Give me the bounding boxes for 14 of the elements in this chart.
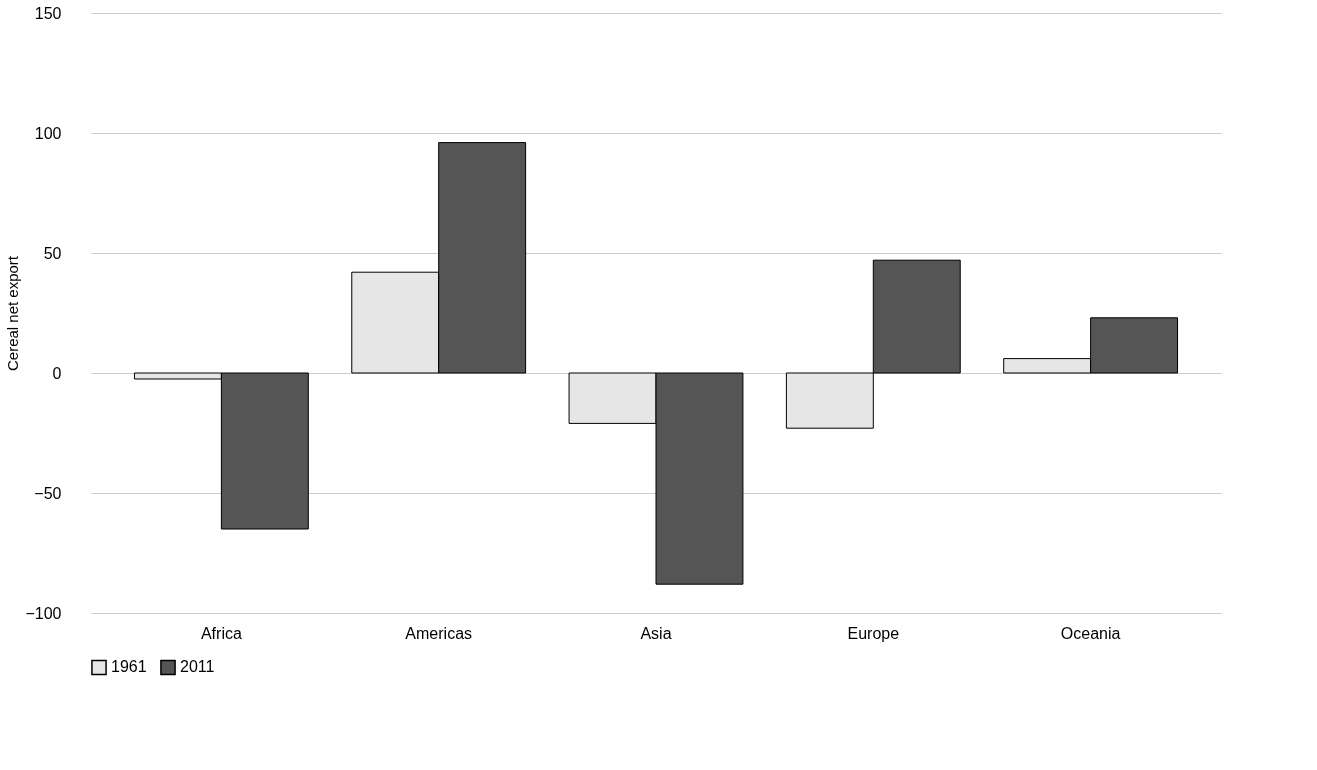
x-tick-label: Asia — [640, 624, 672, 642]
legend-label: 1961 — [111, 658, 147, 676]
x-tick-label: Africa — [200, 624, 242, 642]
y-axis-title: Cereal net export — [4, 255, 22, 372]
x-tick-label: Oceania — [1060, 624, 1121, 642]
legend-label: 2011 — [180, 658, 215, 676]
y-tick-label: 0 — [52, 364, 62, 382]
y-tick-label: −100 — [25, 604, 62, 622]
y-tick-label: 150 — [34, 4, 62, 22]
y-tick-label: −50 — [34, 484, 62, 502]
x-tick-label: Europe — [847, 624, 900, 642]
y-tick-label: 100 — [34, 124, 62, 142]
y-tick-label: 50 — [43, 244, 62, 262]
x-tick-label: Americas — [405, 624, 473, 642]
